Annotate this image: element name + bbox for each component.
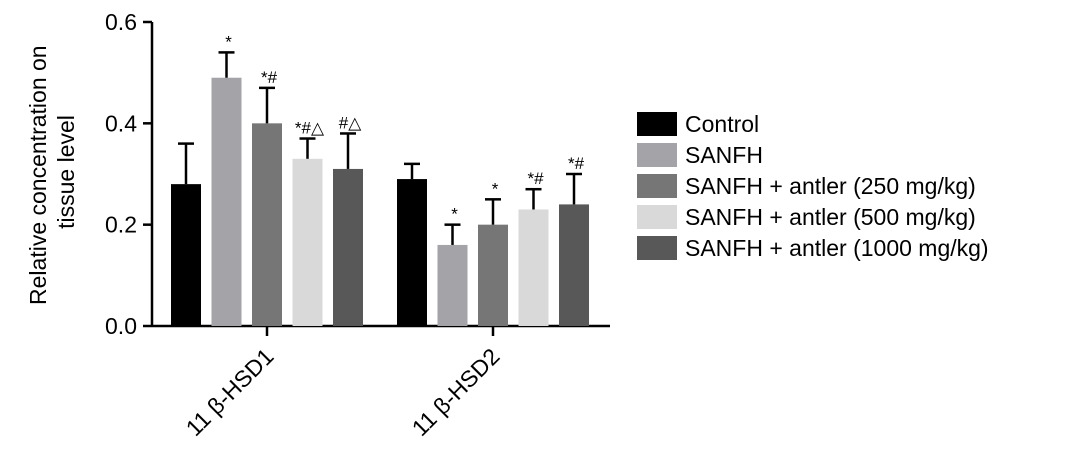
significance-label: *# [568,154,585,173]
legend-label: SANFH + antler (500 mg/kg) [685,204,976,230]
legend-item: SANFH [637,142,763,168]
y-tick-label: 0.6 [105,9,137,35]
legend-swatch [637,205,677,229]
significance-label: *# [527,169,544,188]
bar [211,77,242,326]
legend-swatch [637,174,677,198]
y-axis-title-line1: Relative concentration on [25,45,51,305]
y-axis-title: Relative concentration on tissue level [25,39,79,305]
significance-label: * [225,32,232,51]
bar [437,244,468,326]
y-tick-label: 0.2 [105,212,137,238]
legend-label: SANFH [685,142,763,168]
legend-item: Control [637,111,759,137]
y-tick-label: 0.0 [105,313,137,339]
legend-item: SANFH + antler (1000 mg/kg) [637,235,989,261]
legend-item: SANFH + antler (250 mg/kg) [637,173,976,199]
legend-swatch [637,236,677,260]
legend-label: SANFH + antler (250 mg/kg) [685,173,976,199]
y-axis: 0.0 0.2 0.4 0.6 [105,9,154,339]
bars-group [171,77,589,326]
y-tick-label: 0.4 [105,110,137,136]
bar [292,158,323,326]
bar [333,168,363,326]
legend-item: SANFH + antler (500 mg/kg) [637,204,976,230]
y-axis-title-line2: tissue level [53,115,79,229]
significance-annotations: * *# *#△ #△ * * *# *# [225,32,584,223]
x-tick-label: 11 β-HSD1 [181,343,279,441]
significance-label: * [451,205,458,224]
x-axis: 11 β-HSD1 11 β-HSD2 [152,324,610,441]
legend-label: Control [685,111,759,137]
legend-swatch [637,112,677,136]
significance-label: #△ [339,113,362,132]
legend: Control SANFH SANFH + antler (250 mg/kg) SA… [637,111,989,261]
bar [397,179,427,326]
x-tick-label: 11 β-HSD2 [407,343,505,441]
significance-label: *# [261,68,278,87]
error-bars-group [178,51,582,245]
bar [171,184,201,326]
bar [559,204,589,326]
significance-label: * [492,179,499,198]
legend-swatch [637,143,677,167]
bar [252,123,282,326]
bar [478,224,508,326]
legend-label: SANFH + antler (1000 mg/kg) [685,235,989,261]
significance-label: *#△ [295,119,325,138]
bar [518,209,549,326]
